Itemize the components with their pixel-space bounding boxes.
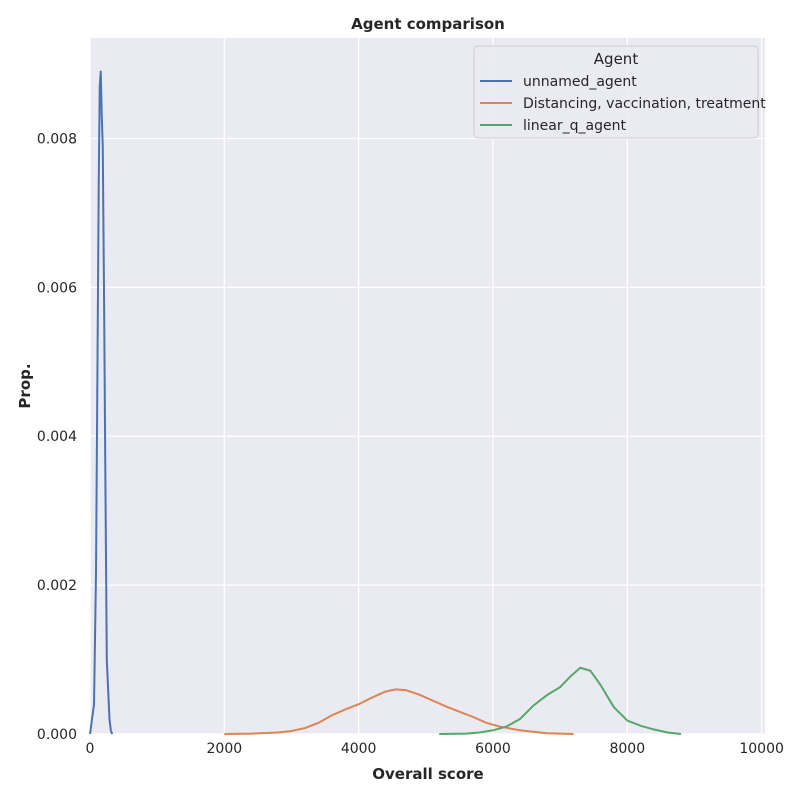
grid-lines <box>89 38 765 735</box>
legend-label: linear_q_agent <box>523 118 626 134</box>
y-axis-title: Prop. <box>16 363 34 408</box>
legend: Agent unnamed_agent Distancing, vaccinati… <box>473 45 766 139</box>
series-line-1 <box>224 688 574 735</box>
series-line-0 <box>89 70 114 735</box>
series-line-2 <box>439 666 682 735</box>
y-tick-label: 0.008 <box>37 131 77 147</box>
legend-label: Distancing, vaccination, treatment <box>523 96 766 112</box>
y-tick-label: 0.006 <box>37 280 77 296</box>
x-tick-label: 10000 <box>739 741 784 757</box>
legend-box <box>473 45 759 139</box>
legend-title: Agent <box>594 50 639 68</box>
x-tick-label: 8000 <box>609 741 645 757</box>
x-tick-label: 6000 <box>475 741 511 757</box>
x-tick-label: 0 <box>86 741 95 757</box>
y-axis: 0.000 0.002 0.004 0.006 0.008 <box>37 131 77 743</box>
x-tick-label: 4000 <box>341 741 377 757</box>
x-axis-title: Overall score <box>372 765 483 783</box>
x-tick-label: 2000 <box>207 741 243 757</box>
y-tick-label: 0.004 <box>37 429 77 445</box>
series-layer <box>89 70 682 735</box>
chart-title: Agent comparison <box>351 15 505 33</box>
x-axis: 0 2000 4000 6000 8000 10000 <box>86 741 784 757</box>
legend-label: unnamed_agent <box>523 74 637 90</box>
y-tick-label: 0.002 <box>37 578 77 594</box>
plot-background <box>90 38 765 734</box>
y-tick-label: 0.000 <box>37 727 77 743</box>
